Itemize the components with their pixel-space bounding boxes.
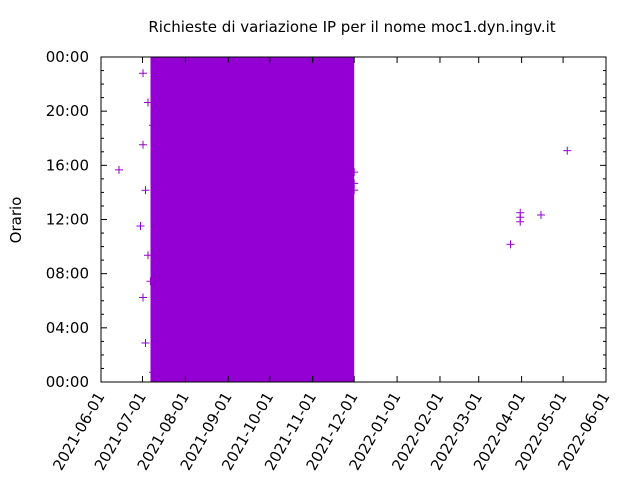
data-point — [350, 186, 359, 195]
dense-edge-marker — [141, 186, 150, 195]
dense-edge-marker — [149, 368, 158, 377]
data-point — [506, 240, 515, 249]
data-point — [536, 210, 545, 219]
data-point — [350, 179, 359, 188]
y-axis-label: Orario — [7, 197, 25, 244]
y-tick-label: 08:00 — [46, 265, 89, 283]
dense-edge-marker — [139, 140, 148, 149]
dense-edge-marker — [151, 160, 160, 169]
dense-edge-marker — [141, 339, 150, 347]
dense-edge-marker — [146, 277, 155, 286]
dense-edge-marker — [139, 69, 148, 78]
dense-edge-marker — [144, 98, 153, 107]
dense-edge-marker — [139, 293, 148, 302]
chart-title: Richieste di variazione IP per il nome m… — [148, 18, 555, 36]
data-point — [516, 208, 525, 217]
y-tick-label: 16:00 — [46, 156, 89, 174]
dense-band — [150, 57, 355, 382]
y-tick-label: 00:00 — [46, 48, 89, 66]
data-point — [114, 165, 123, 174]
y-tick-label: 04:00 — [46, 319, 89, 337]
y-tick-label: 00:00 — [46, 373, 89, 391]
y-tick-label: 20:00 — [46, 102, 89, 120]
data-point — [350, 168, 359, 177]
data-points — [114, 146, 572, 249]
data-point — [563, 146, 572, 155]
dense-data-region — [136, 57, 355, 382]
dense-edge-marker — [136, 222, 145, 230]
y-tick-label: 12:00 — [46, 211, 89, 229]
dense-edge-marker — [144, 251, 153, 260]
dense-edge-marker — [149, 121, 158, 130]
